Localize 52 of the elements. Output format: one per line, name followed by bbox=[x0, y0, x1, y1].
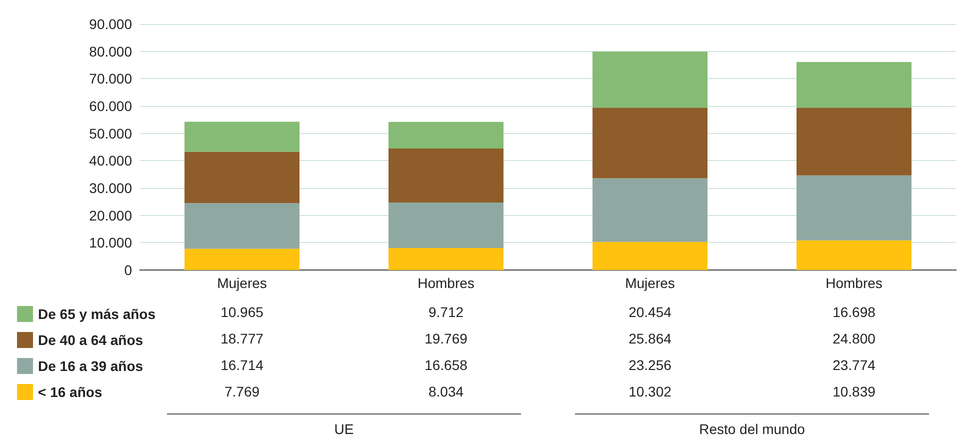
data-label: 9.712 bbox=[428, 304, 464, 320]
data-label: 16.714 bbox=[220, 357, 264, 373]
bar bbox=[388, 122, 504, 148]
data-label: 23.256 bbox=[628, 357, 672, 373]
bar bbox=[388, 202, 504, 248]
bar bbox=[796, 62, 912, 108]
data-label: 19.769 bbox=[424, 330, 468, 346]
legend-label: < 16 años bbox=[38, 384, 102, 400]
data-label: 10.302 bbox=[628, 384, 672, 400]
bar bbox=[388, 248, 504, 270]
y-tick-label: 30.000 bbox=[89, 180, 132, 196]
y-tick-label: 20.000 bbox=[89, 207, 132, 224]
bar bbox=[184, 152, 300, 204]
bar bbox=[388, 148, 504, 203]
data-label: 25.864 bbox=[628, 330, 672, 346]
legend-label: De 40 a 64 años bbox=[38, 332, 144, 348]
x-tick-label: Mujeres bbox=[625, 275, 675, 291]
data-label: 18.777 bbox=[220, 330, 264, 346]
bar bbox=[184, 248, 300, 270]
x-tick-label: Hombres bbox=[418, 275, 474, 291]
x-tick-label: Hombres bbox=[826, 275, 882, 291]
data-label: 24.800 bbox=[832, 330, 876, 346]
bar bbox=[796, 108, 912, 176]
bar bbox=[592, 52, 708, 108]
bar bbox=[592, 108, 708, 178]
y-tick-label: 60.000 bbox=[89, 98, 132, 114]
bar bbox=[796, 240, 912, 270]
legend-label: De 65 y más años bbox=[38, 306, 156, 322]
y-tick-label: 0 bbox=[124, 262, 132, 278]
y-tick-label: 40.000 bbox=[89, 152, 132, 169]
data-label: 7.769 bbox=[224, 384, 260, 400]
data-label: 16.658 bbox=[424, 357, 468, 373]
text: UE bbox=[334, 421, 354, 437]
y-tick-label: 50.000 bbox=[89, 125, 132, 142]
data-label: 10.839 bbox=[832, 384, 876, 400]
text: Resto del mundo bbox=[699, 421, 806, 437]
bar bbox=[592, 178, 708, 242]
y-tick-label: 10.000 bbox=[89, 234, 132, 251]
data-label: 8.034 bbox=[428, 384, 464, 400]
data-label: 10.965 bbox=[220, 304, 264, 320]
x-tick-label: Mujeres bbox=[217, 275, 267, 291]
legend-label: De 16 a 39 años bbox=[38, 358, 144, 374]
bar bbox=[184, 122, 300, 152]
bar bbox=[796, 175, 912, 240]
bar bbox=[184, 203, 300, 249]
data-label: 23.774 bbox=[832, 357, 876, 373]
y-tick-label: 70.000 bbox=[89, 70, 132, 87]
data-label: 20.454 bbox=[628, 304, 672, 320]
bar bbox=[592, 242, 708, 270]
data-label: 16.698 bbox=[832, 304, 876, 320]
y-tick-label: 80.000 bbox=[89, 43, 132, 60]
y-tick-label: 90.000 bbox=[89, 16, 132, 32]
